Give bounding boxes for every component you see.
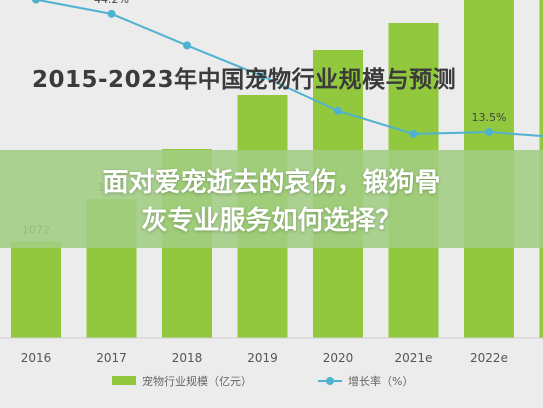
growth-point-2019 — [258, 72, 267, 81]
growth-point-2018 — [183, 41, 191, 50]
legend-bar-label: 宠物行业规模（亿元） — [142, 375, 252, 388]
legend-bar-swatch — [112, 376, 136, 385]
growth-point-2017 — [107, 9, 116, 18]
growth-point-2021e — [409, 129, 418, 138]
legend-line-dot — [326, 377, 334, 385]
growth-point-2022e — [485, 128, 493, 137]
chart-title: 2015-2023年中国宠物行业规模与预测 — [32, 67, 457, 93]
legend-line-label: 增长率（%） — [348, 375, 414, 388]
x-tick-2016: 2016 — [21, 351, 52, 365]
bar-2016 — [11, 241, 61, 338]
growth-label-2017: 44.2% — [94, 0, 129, 6]
x-tick-2019: 2019 — [247, 351, 278, 365]
x-tick-2022e: 2022e — [470, 351, 508, 365]
growth-point-2020 — [334, 106, 342, 115]
growth-points-group — [32, 0, 493, 138]
growth-rate-line — [35, 0, 543, 138]
overlay-headline: 面对爱宠逝去的哀伤，锻狗骨 灰专业服务如何选择？ — [0, 164, 543, 240]
x-tick-2020: 2020 — [323, 351, 354, 365]
x-tick-2018: 2018 — [172, 351, 203, 365]
overlay-line-2: 灰专业服务如何选择？ — [141, 206, 402, 236]
legend: 宠物行业规模（亿元） 增长率（%） — [0, 371, 543, 391]
x-tick-2017: 2017 — [96, 351, 127, 365]
x-tick-2021e: 2021e — [395, 351, 433, 365]
x-tick-labels-group: 201620172018201920202021e2022e2023e — [21, 351, 508, 365]
overlay-line-1: 面对爱宠逝去的哀伤，锻狗骨 — [102, 168, 441, 198]
growth-point-2016 — [32, 0, 40, 4]
growth-label-2022e: 13.5% — [472, 111, 507, 124]
overlay-banner — [0, 150, 543, 248]
